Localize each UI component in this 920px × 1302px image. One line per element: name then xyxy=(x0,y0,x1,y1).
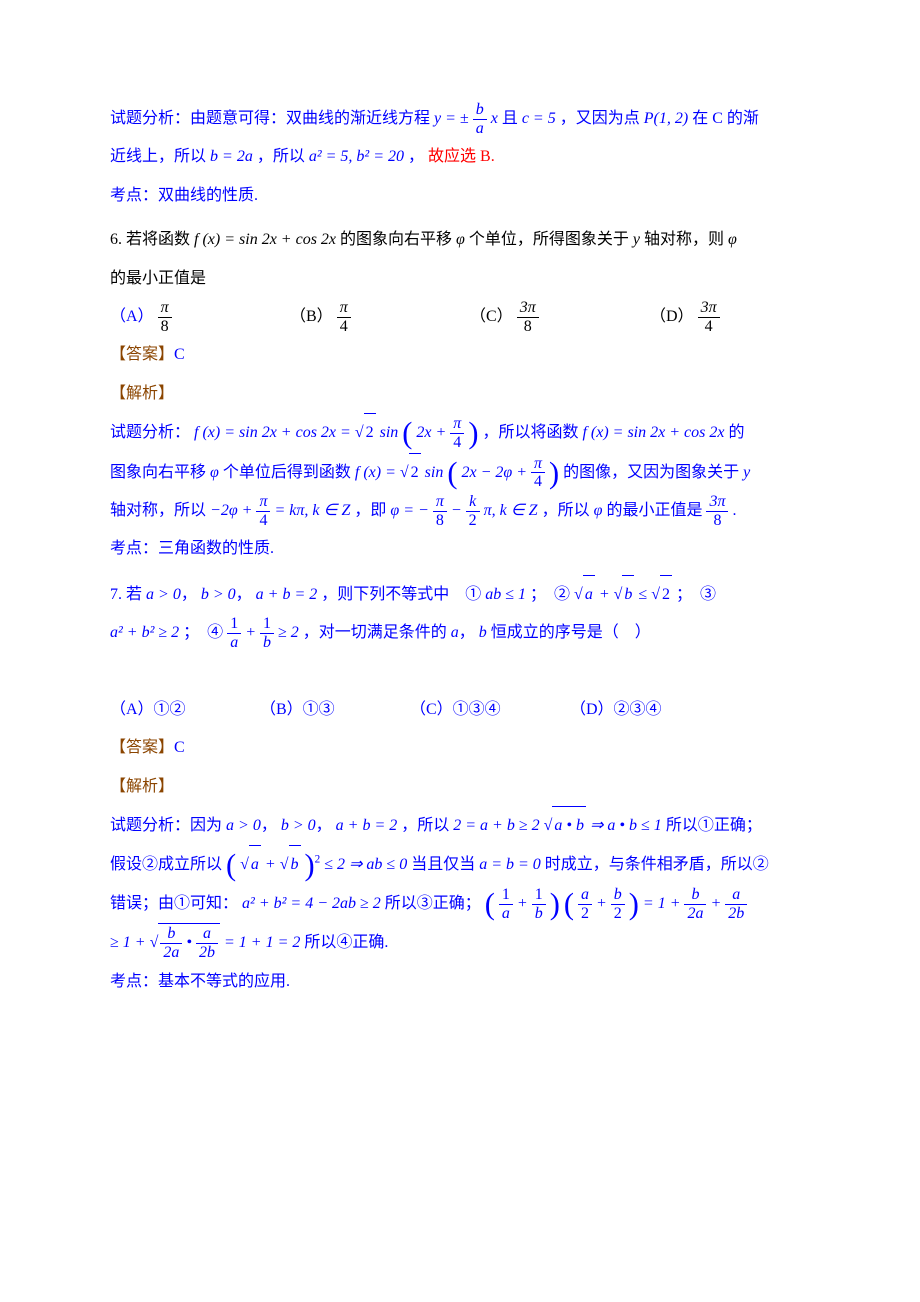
q7-stem-line2: a² + b² ≥ 2 ； ④ 1a + 1b ≥ 2 ，对一切满足条件的 a，… xyxy=(110,614,810,652)
point-P: P(1, 2) xyxy=(644,110,688,127)
q7-jiexi-label: 【解析】 xyxy=(110,768,810,806)
q7-analysis-3: 错误；由①可知： a² + b² = 4 − 2ab ≥ 2 所以③正确； ( … xyxy=(110,885,810,923)
q6-choices: （A） π8 （B） π4 （C） 3π8 （D） 3π4 xyxy=(110,298,810,336)
c-eq-5: c = 5 xyxy=(522,110,556,127)
q6-step1: f (x) = sin 2x + cos 2x = 2 sin ( 2x + π… xyxy=(194,424,482,441)
q7-analysis-1: 试题分析：因为 a > 0， b > 0， a + b = 2 ，所以 2 = … xyxy=(110,806,810,845)
q6-choice-A: （A） π8 xyxy=(110,298,290,336)
q7-choice-A: （A）①② xyxy=(110,691,260,729)
q7-stem-line1: 7. 若 a > 0， b > 0， a + b = 2 ，则下列不等式中 ① … xyxy=(110,575,810,614)
q7-choices: （A）①② （B）①③ （C）①③④ （D）②③④ xyxy=(110,691,810,729)
q7-choice-D: （D）②③④ xyxy=(570,691,662,729)
q7-spacer xyxy=(110,652,810,690)
q6-choice-C: （C） 3π8 xyxy=(470,298,650,336)
q6-fx: f (x) = sin 2x + cos 2x xyxy=(194,231,336,248)
text: 试题分析：由题意可得：双曲线的渐近线方程 xyxy=(110,110,430,127)
q7-choice-C: （C）①③④ xyxy=(410,691,570,729)
q7-ineq2: a + b ≤ 2 xyxy=(574,586,676,603)
q7-analysis-2: 假设②成立所以 ( a + b )2 ≤ 2 ⇒ ab ≤ 0 当且仅当 a =… xyxy=(110,845,810,884)
q6-analysis-3: 轴对称，所以 −2φ + π4 = kπ, k ∈ Z ，即 φ = − π8 … xyxy=(110,492,810,530)
q7-answer: 【答案】C xyxy=(110,729,810,767)
q6-stem-line1: 6. 若将函数 f (x) = sin 2x + cos 2x 的图象向右平移 … xyxy=(110,221,810,259)
q7-choice-B: （B）①③ xyxy=(260,691,410,729)
q6-analysis-1: 试题分析： f (x) = sin 2x + cos 2x = 2 sin ( … xyxy=(110,413,810,452)
q6-jiexi-label: 【解析】 xyxy=(110,375,810,413)
q6-choice-B: （B） π4 xyxy=(290,298,470,336)
q6-step2: f (x) = 2 sin ( 2x − 2φ + π4 ) xyxy=(355,464,563,481)
q5-kaodian: 考点：双曲线的性质. xyxy=(110,177,810,215)
q6-kaodian: 考点：三角函数的性质. xyxy=(110,530,810,568)
eqn: y = ± b a x xyxy=(434,110,502,127)
q7-analysis-4: ≥ 1 + b2a • a2b = 1 + 1 = 2 所以④正确. xyxy=(110,923,810,962)
q5-analysis-line2: 近线上，所以 b = 2a ，所以 a² = 5, b² = 20 ， 故应选 … xyxy=(110,138,810,176)
q7-kaodian: 考点：基本不等式的应用. xyxy=(110,963,810,1001)
q6-stem-line2: 的最小正值是 xyxy=(110,260,810,298)
q5-analysis-line1: 试题分析：由题意可得：双曲线的渐近线方程 y = ± b a x 且 c = 5… xyxy=(110,100,810,138)
q5-conclusion: 故应选 B. xyxy=(428,148,495,165)
q6-choice-D: （D） 3π4 xyxy=(650,298,720,336)
q6-answer: 【答案】C xyxy=(110,336,810,374)
q6-analysis-2: 图象向右平移 φ 个单位后得到函数 f (x) = 2 sin ( 2x − 2… xyxy=(110,453,810,492)
frac-b-over-a: b a xyxy=(473,101,487,137)
